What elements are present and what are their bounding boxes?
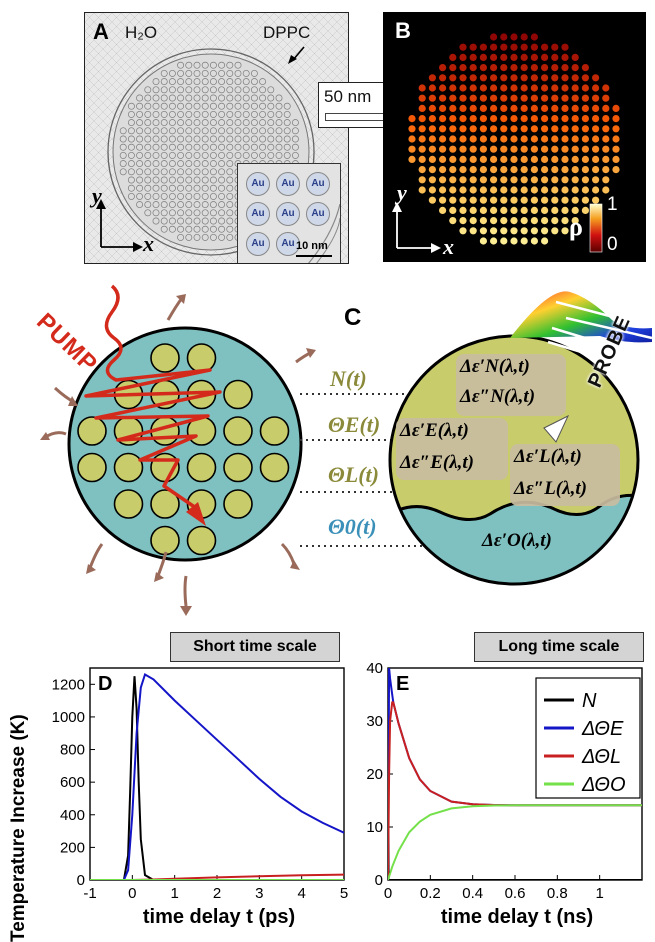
y-tick-label: 1200 <box>52 676 85 693</box>
colorbar-symbol: ρ <box>569 212 583 241</box>
panel-a-letter: A <box>93 19 109 44</box>
pump-wave <box>84 284 222 510</box>
array-disc-left <box>67 326 303 562</box>
perm-n-real: Δε′N(λ,t) <box>460 356 530 377</box>
x-tick-label: 5 <box>340 885 348 902</box>
series-O-line <box>388 804 642 880</box>
chart-e-xlabel: time delay t (ns) <box>440 906 594 928</box>
panel-b: B ρ 1 0 y x <box>383 12 646 262</box>
perm-o-real: Δε′O(λ,t) <box>482 530 552 551</box>
legend-entry: ΔΘE <box>581 718 624 740</box>
x-tick-label: 0.4 <box>462 885 483 902</box>
legend-entry: N <box>582 690 597 712</box>
colorbar-min: 0 <box>607 234 618 255</box>
var-n: N(t) <box>330 366 367 391</box>
panel-c-letter: C <box>344 304 362 331</box>
x-tick-label: 0 <box>128 885 136 902</box>
y-tick-label: 600 <box>60 774 85 791</box>
perm-e-real: Δε′E(λ,t) <box>400 420 469 441</box>
y-tick-label: 40 <box>366 660 383 677</box>
panel-a-axis-y: y <box>92 183 102 208</box>
y-axis-label: Temperature Increase (K) <box>8 714 29 942</box>
var-theta-0: Θ0(t) <box>328 514 377 539</box>
x-tick-label: 1 <box>170 885 178 902</box>
var-theta-l: ΘL(t) <box>328 462 379 487</box>
y-tick-label: 200 <box>60 839 85 856</box>
y-tick-label: 0 <box>77 872 85 889</box>
au-particle: Au <box>276 232 300 256</box>
legend-entry: ΔΘO <box>581 774 626 796</box>
membrane-outer <box>107 48 315 256</box>
au-particle: Au <box>276 172 300 196</box>
au-particle: Au <box>246 232 270 256</box>
scale-bar-box: 50 nm <box>318 82 392 128</box>
chart-e-title: Long time scale <box>474 632 644 662</box>
x-tick-label: 0.2 <box>420 885 441 902</box>
x-tick-label: 0.8 <box>547 885 568 902</box>
panel-b-letter: B <box>395 18 411 43</box>
series-E-line <box>90 673 344 880</box>
inset-scale-label: 10 nm <box>296 240 328 252</box>
scale-bar-label: 50 nm <box>324 87 372 106</box>
x-tick-label: -1 <box>83 885 96 902</box>
perm-e-imag: Δε″E(λ,t) <box>400 452 474 473</box>
x-tick-label: 3 <box>255 885 263 902</box>
y-tick-label: 20 <box>366 766 383 783</box>
au-particle: Au <box>246 172 270 196</box>
var-theta-e: ΘE(t) <box>328 412 381 437</box>
water-label: H₂O <box>125 23 158 42</box>
x-tick-label: 1 <box>595 885 603 902</box>
chart-d-title: Short time scale <box>170 632 340 662</box>
y-tick-label: 1000 <box>52 709 85 726</box>
chart-d-xlabel: time delay t (ps) <box>142 906 296 928</box>
legend <box>535 677 641 799</box>
au-inset: Au Au Au Au Au Au Au Au 10 nm <box>237 163 341 263</box>
y-tick-label: 400 <box>60 807 85 824</box>
panel-a-drawing <box>85 13 348 263</box>
au-particle: Au <box>276 202 300 226</box>
colorbar-max: 1 <box>607 194 618 215</box>
panel-a: A H₂O DPPC y x Au Au Au Au Au Au Au Au 10 nm <box>84 12 349 264</box>
au-particle: Au <box>306 202 330 226</box>
y-tick-label: 30 <box>366 713 383 730</box>
membrane-label: DPPC <box>263 23 311 42</box>
series-N-line <box>90 676 344 880</box>
au-particle: Au <box>246 202 270 226</box>
panel-b-axis-y: y <box>397 180 407 205</box>
perm-l-imag: Δε″L(λ,t) <box>514 478 587 499</box>
probe-beam <box>510 291 653 443</box>
x-tick-label: 0 <box>384 885 392 902</box>
panel-a-axis-x: x <box>143 231 154 256</box>
density-map <box>392 33 620 253</box>
panel-a-axes <box>96 199 143 252</box>
legend-entry: ΔΘL <box>581 746 621 768</box>
y-tick-label: 0 <box>375 872 383 889</box>
panel-c-drawing <box>40 284 653 616</box>
panel-b-axis-x: x <box>443 234 454 259</box>
x-tick-label: 0.6 <box>505 885 526 902</box>
x-tick-label: 4 <box>297 885 305 902</box>
panel-letter: D <box>98 673 112 695</box>
x-tick-label: 2 <box>213 885 221 902</box>
perm-l-real: Δε′L(λ,t) <box>514 446 582 467</box>
au-particle: Au <box>306 172 330 196</box>
y-tick-label: 800 <box>60 742 85 759</box>
y-tick-label: 10 <box>366 819 383 836</box>
perm-n-imag: Δε″N(λ,t) <box>460 386 536 407</box>
panel-letter: E <box>396 673 409 695</box>
scale-bar <box>325 113 385 121</box>
